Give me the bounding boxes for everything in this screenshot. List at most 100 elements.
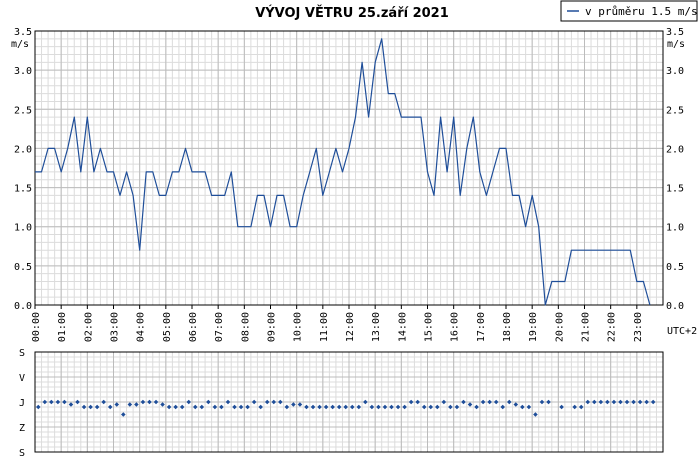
wind-direction-point [402,404,407,410]
wind-speed-point [609,249,612,252]
wind-direction-point [474,404,479,410]
x-tick-label: 04:00 [136,312,147,342]
y-tick-label-right: 0.0 [666,301,684,312]
wind-direction-point [160,402,165,407]
y-tick-label-right: 2.5 [666,105,684,116]
wind-speed-point [393,92,396,95]
wind-direction-point [533,412,538,417]
wind-speed-point [636,280,639,283]
wind-direction-point [526,404,532,410]
wind-speed-point [649,304,652,307]
wind-direction-point [461,399,466,405]
wind-speed-point [151,171,154,174]
x-tick-label: 09:00 [267,312,278,342]
wind-speed-point [335,147,338,150]
wind-speed-point [544,304,547,307]
x-tick-label: 01:00 [57,312,68,342]
wind-direction-point [153,399,159,405]
direction-tick-label: V [19,373,25,384]
wind-direction-point [127,402,133,407]
wind-speed-point [354,116,357,119]
wind-speed-point [217,194,220,197]
y-tick-label-right: 1.0 [666,223,684,234]
wind-speed-point [40,171,43,174]
wind-direction-point [454,404,460,410]
x-tick-label: 13:00 [371,312,382,342]
wind-speed-point [184,147,187,150]
wind-direction-point [206,399,211,405]
plot-frame [34,30,664,306]
wind-direction-point [539,399,545,405]
wind-speed-point [459,194,462,197]
wind-direction-point [62,399,67,405]
wind-direction-point [134,402,139,407]
y-tick-label-left: 0.5 [14,262,32,273]
legend: v průměru 1.5 m/s [560,0,698,22]
wind-speed-point [524,225,527,228]
wind-speed-point [197,171,200,174]
wind-speed-point [158,194,161,197]
wind-direction-point [487,399,492,405]
wind-direction-point [356,404,362,410]
wind-speed-point [426,171,429,174]
wind-speed-point [230,171,233,174]
y-tick-label-left: 1.0 [14,223,32,234]
wind-speed-point [505,147,508,150]
wind-speed-series-line [35,38,651,306]
wind-direction-point [506,399,512,405]
wind-speed-point [341,171,344,174]
wind-speed-point [629,249,632,252]
wind-direction-point [618,399,623,405]
wind-direction-point [644,399,649,405]
legend-box [560,0,698,22]
wind-speed-point [577,249,580,252]
wind-direction-point [121,412,126,417]
wind-direction-point [140,399,146,405]
wind-direction-point [238,404,244,410]
wind-speed-point [616,249,619,252]
wind-speed-point [34,171,37,174]
wind-speed-point [289,225,292,228]
wind-direction-point [310,404,316,410]
x-tick-label: 07:00 [214,312,225,342]
x-tick-label: 03:00 [110,312,121,342]
wind-direction-point [493,399,499,405]
wind-speed-point [210,194,213,197]
wind-direction-point [147,399,152,405]
y-axis-unit-right: m/s [667,39,685,50]
legend-label: v průměru 1.5 m/s [585,5,698,18]
wind-direction-point [578,404,584,410]
wind-speed-point [86,116,89,119]
wind-direction-point [225,399,231,405]
wind-direction-point [624,399,630,405]
wind-direction-point [304,404,309,410]
wind-speed-plot: 0.0 0.0 0.5 0.5 1.0 1.0 1.5 1.5 2.0 2.0 2.5 2.5 3.0 3… [14,27,684,342]
wind-direction-point [598,399,604,405]
wind-direction-point [605,399,610,405]
wind-direction-point [415,399,420,405]
wind-direction-point [35,404,41,410]
wind-direction-point [513,402,519,407]
wind-direction-point [389,404,394,410]
y-tick-label-left: 2.5 [14,105,32,116]
wind-direction-point [278,399,283,405]
wind-direction-point [376,404,381,410]
y-tick-label-right: 2.0 [666,144,684,155]
wind-speed-point [66,147,69,150]
wind-direction-point [94,404,100,410]
direction-tick-label: S [19,448,25,459]
wind-speed-point [622,249,625,252]
wind-speed-point [420,116,423,119]
wind-speed-point [145,171,148,174]
wind-direction-point [500,404,506,410]
wind-speed-point [315,147,318,150]
wind-direction-point [192,404,198,410]
wind-speed-point [498,147,501,150]
wind-direction-point [520,404,525,410]
wind-speed-point [413,116,416,119]
wind-direction-point [245,404,250,410]
wind-direction-point [435,404,440,410]
x-tick-label: 15:00 [424,312,435,342]
y-tick-label-right: 3.0 [666,66,684,77]
